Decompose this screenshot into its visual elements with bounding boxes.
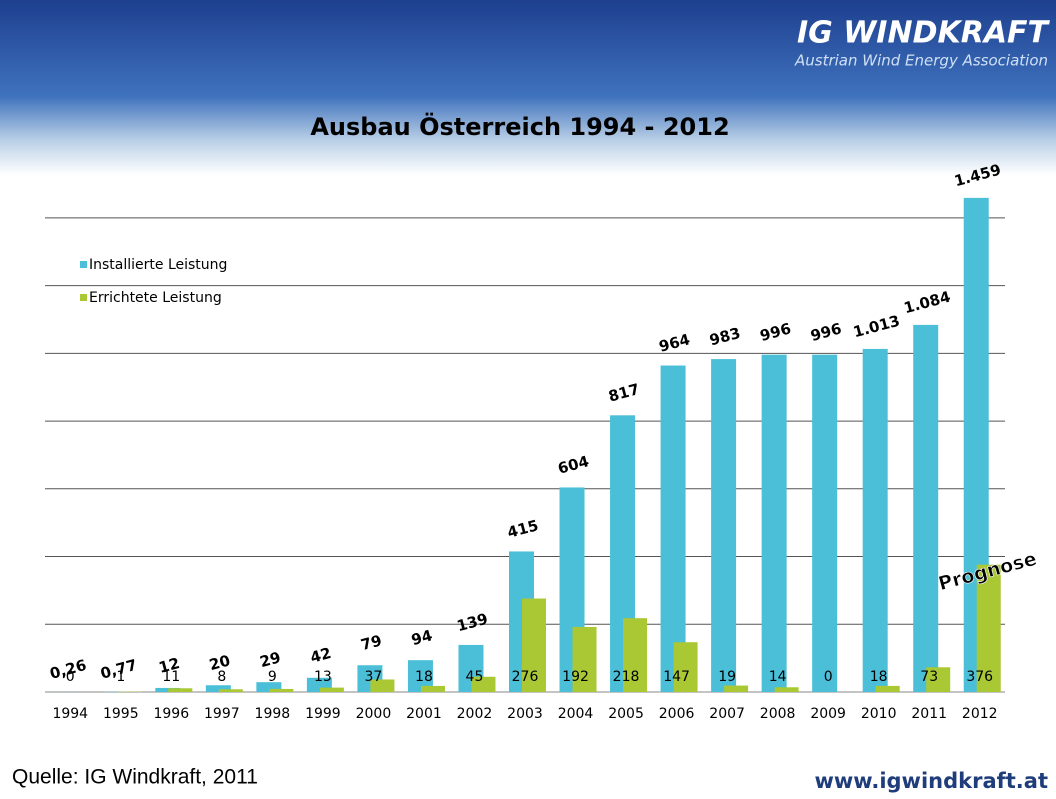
value-label: 0 bbox=[824, 669, 833, 685]
plot: Installierte Leistung Errichtete Leistung… bbox=[45, 161, 1039, 722]
x-tick-label: 2000 bbox=[356, 706, 392, 722]
value-label: 11 bbox=[162, 669, 180, 685]
value-label: 18 bbox=[415, 669, 433, 685]
value-label: 9 bbox=[268, 669, 277, 685]
x-tick-label: 2011 bbox=[911, 706, 947, 722]
value-label: 996 bbox=[758, 319, 793, 344]
bar bbox=[724, 686, 748, 692]
value-label: 996 bbox=[809, 319, 844, 344]
value-label: 192 bbox=[562, 669, 589, 685]
bar bbox=[219, 689, 243, 692]
x-tick-label: 1995 bbox=[103, 706, 139, 722]
bar bbox=[711, 359, 736, 692]
value-label: 817 bbox=[606, 380, 641, 405]
value-label: 1.013 bbox=[851, 312, 901, 342]
x-tick-label: 2009 bbox=[810, 706, 846, 722]
x-tick-label: 2012 bbox=[962, 706, 998, 722]
x-tick-label: 2005 bbox=[608, 706, 644, 722]
value-label: 14 bbox=[769, 669, 787, 685]
x-tick-label: 1998 bbox=[255, 706, 291, 722]
value-label: 147 bbox=[663, 669, 690, 685]
bar bbox=[421, 686, 445, 692]
value-label: 1.084 bbox=[902, 288, 952, 318]
value-label: 45 bbox=[466, 669, 484, 685]
x-tick-label: 2001 bbox=[406, 706, 442, 722]
x-tick-label: 1997 bbox=[204, 706, 240, 722]
logo-subtitle: Austrian Wind Energy Association bbox=[794, 52, 1048, 70]
value-label: 37 bbox=[365, 669, 383, 685]
value-label: 983 bbox=[708, 324, 743, 349]
legend-label: Errichtete Leistung bbox=[89, 290, 222, 306]
value-label: 73 bbox=[920, 669, 938, 685]
x-tick-label: 2010 bbox=[861, 706, 897, 722]
bar bbox=[269, 689, 293, 692]
website: www.igwindkraft.at bbox=[814, 769, 1048, 793]
value-label: 79 bbox=[359, 631, 384, 654]
bar bbox=[168, 688, 192, 692]
x-tick-label: 2006 bbox=[659, 706, 695, 722]
bar bbox=[762, 355, 787, 692]
value-label: 94 bbox=[409, 626, 434, 649]
value-label: 13 bbox=[314, 669, 332, 685]
value-label: 604 bbox=[556, 452, 591, 477]
x-tick-label: 2007 bbox=[709, 706, 745, 722]
bar bbox=[812, 355, 837, 692]
x-tick-label: 1994 bbox=[52, 706, 88, 722]
bar bbox=[876, 686, 900, 692]
value-label: 376 bbox=[966, 669, 993, 685]
source: Quelle: IG Windkraft, 2011 bbox=[12, 766, 258, 789]
value-label: 29 bbox=[258, 648, 283, 671]
bar bbox=[775, 687, 799, 692]
chart: IG WINDKRAFT Austrian Wind Energy Associ… bbox=[0, 0, 1056, 799]
value-label: 1 bbox=[116, 669, 125, 685]
value-label: 139 bbox=[455, 610, 490, 635]
x-tick-label: 1996 bbox=[153, 706, 189, 722]
value-label: 42 bbox=[308, 644, 333, 667]
logo-title: IG WINDKRAFT bbox=[797, 16, 1051, 51]
value-label: 276 bbox=[512, 669, 539, 685]
value-label: 415 bbox=[505, 516, 540, 541]
legend-swatch bbox=[80, 294, 87, 301]
bar bbox=[863, 349, 888, 692]
legend-label: Installierte Leistung bbox=[89, 257, 227, 273]
bar bbox=[320, 688, 344, 692]
value-label: 0 bbox=[66, 669, 75, 685]
chart-title: Ausbau Österreich 1994 - 2012 bbox=[310, 111, 729, 141]
x-tick-label: 2008 bbox=[760, 706, 796, 722]
x-tick-label: 2002 bbox=[457, 706, 493, 722]
value-label: 218 bbox=[613, 669, 640, 685]
value-label: 964 bbox=[657, 330, 692, 355]
x-tick-label: 2004 bbox=[558, 706, 594, 722]
bar bbox=[913, 325, 938, 692]
x-tick-label: 1999 bbox=[305, 706, 341, 722]
x-tick-label: 2003 bbox=[507, 706, 543, 722]
value-label: 8 bbox=[217, 669, 226, 685]
value-label: 18 bbox=[870, 669, 888, 685]
value-label: 19 bbox=[718, 669, 736, 685]
legend-swatch bbox=[80, 261, 87, 268]
